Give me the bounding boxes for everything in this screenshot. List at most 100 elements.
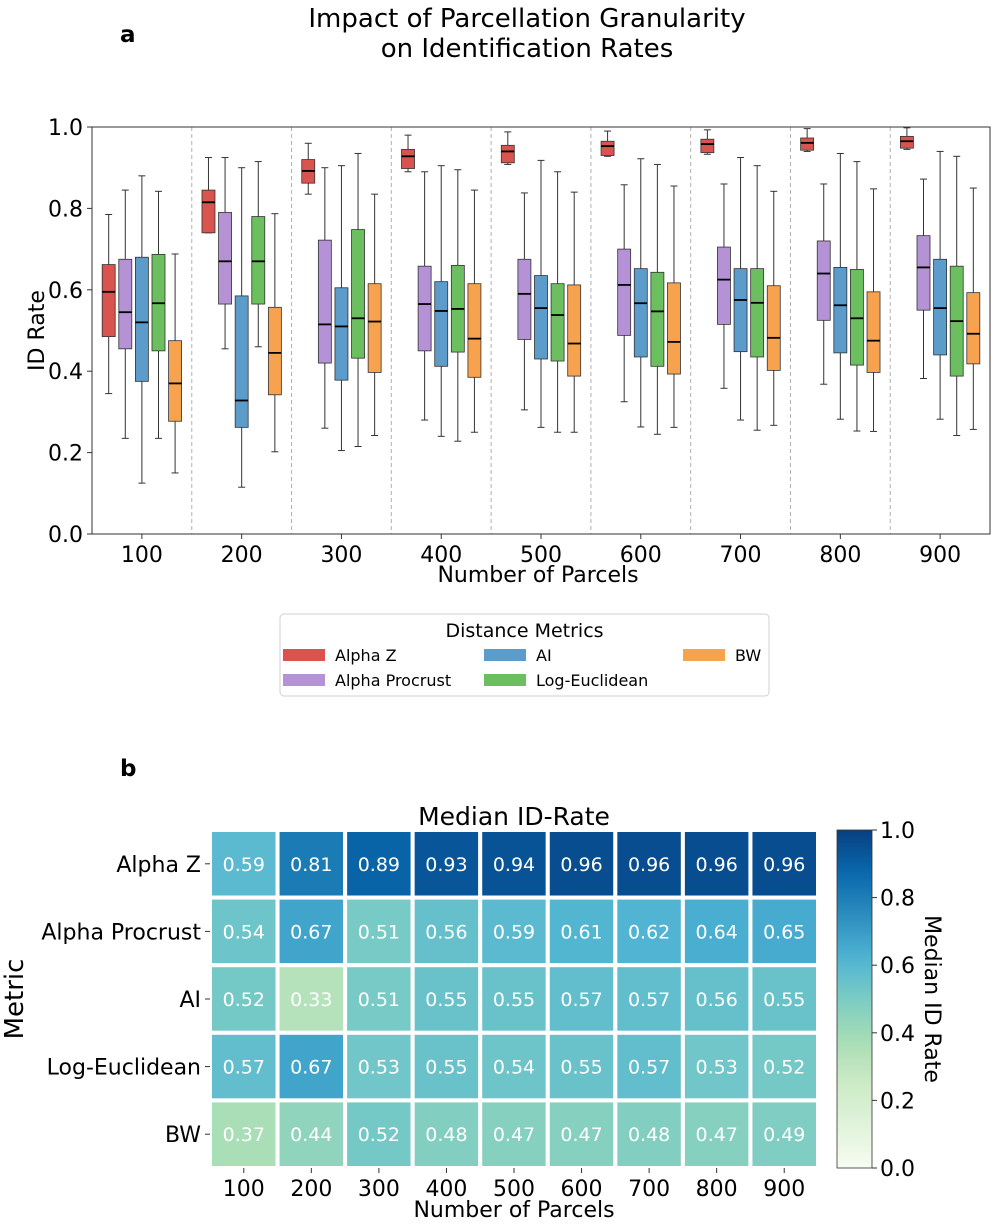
box-body: [717, 246, 731, 325]
box-body: [218, 212, 232, 305]
box-body: [517, 258, 532, 340]
box-log-euclidean-400: [450, 169, 465, 442]
cell-value-label: 0.59: [223, 854, 265, 876]
heatmap-cell: [275, 895, 348, 968]
box-body: [251, 216, 266, 305]
legend-label: AI: [536, 646, 552, 665]
box-log-euclidean-200: [251, 161, 266, 348]
box-log-euclidean-900: [949, 155, 964, 437]
y-tick-label: 0.0: [48, 523, 83, 548]
box-body: [866, 291, 881, 373]
cell-value-label: 0.52: [763, 1057, 805, 1079]
box-body: [850, 269, 864, 366]
box-body: [600, 140, 615, 156]
box-alpha-procrust-900: [916, 178, 931, 380]
colorbar-tick-label: 0.4: [880, 1022, 915, 1047]
box-ai-200: [234, 167, 249, 488]
colorbar-tick-label: 0.2: [880, 1089, 915, 1114]
heatmap-cell: [545, 828, 618, 900]
box-log-euclidean-600: [650, 163, 665, 435]
box-ai-400: [434, 165, 449, 437]
cell-value-label: 0.55: [560, 1057, 602, 1079]
x-tick-label: 600: [620, 543, 662, 568]
cell-value-label: 0.96: [560, 854, 602, 876]
box-alpha-procrust-700: [717, 183, 731, 389]
box-log-euclidean-300: [351, 152, 365, 447]
box-bw-100: [168, 253, 182, 474]
cell-value-label: 0.64: [696, 921, 738, 943]
box-body: [234, 295, 249, 428]
cell-value-label: 0.55: [493, 989, 535, 1011]
box-body: [317, 239, 332, 364]
box-alpha-z-800: [800, 128, 815, 152]
y-axis-label: ID Rate: [25, 290, 50, 371]
box-ai-100: [134, 175, 149, 484]
heatmap-x-tick-label: 100: [223, 1177, 265, 1202]
x-tick-label: 300: [320, 543, 362, 568]
box-alpha-z-500: [500, 131, 515, 165]
legend-label: Log-Euclidean: [536, 671, 648, 690]
box-body: [633, 268, 648, 358]
box-body: [467, 283, 482, 378]
x-axis-label: Number of Parcels: [437, 563, 638, 588]
box-body: [134, 256, 149, 382]
cell-value-label: 0.67: [290, 1057, 332, 1079]
cell-value-label: 0.65: [763, 921, 805, 943]
x-tick-label: 800: [819, 543, 861, 568]
box-alpha-procrust-800: [816, 183, 831, 385]
cell-value-label: 0.57: [628, 989, 670, 1011]
panel-label-b: b: [120, 756, 137, 782]
heatmap-cell: [410, 1098, 483, 1171]
box-ai-900: [933, 150, 948, 420]
cell-value-label: 0.54: [223, 921, 265, 943]
heatmap-x-tick-label: 600: [561, 1177, 603, 1202]
box-alpha-z-400: [401, 134, 415, 173]
colorbar-tick-label: 0.8: [880, 887, 915, 912]
cell-value-label: 0.49: [763, 1124, 805, 1146]
y-tick-label: 1.0: [48, 116, 83, 141]
heatmap-cell: [613, 1030, 685, 1103]
box-bw-300: [367, 193, 382, 437]
heatmap-title: Median ID-Rate: [418, 802, 610, 831]
cell-value-label: 0.53: [358, 1057, 400, 1079]
cell-value-label: 0.47: [493, 1124, 535, 1146]
box-log-euclidean-500: [550, 171, 565, 433]
box-alpha-z-700: [700, 129, 715, 155]
heatmap-cell: [680, 963, 753, 1035]
box-body: [800, 137, 815, 151]
box-alpha-procrust-600: [617, 184, 632, 403]
x-tick-label: 700: [720, 543, 762, 568]
cell-value-label: 0.52: [358, 1124, 400, 1146]
cell-value-label: 0.57: [628, 1057, 670, 1079]
cell-value-label: 0.55: [763, 989, 805, 1011]
box-bw-600: [667, 185, 681, 428]
chart-title-line: Impact of Parcellation Granularity: [308, 4, 745, 34]
box-body: [816, 240, 831, 321]
box-body: [933, 258, 948, 356]
colorbar: [836, 829, 873, 1169]
panel-label-a: a: [120, 22, 136, 48]
cell-value-label: 0.93: [425, 854, 467, 876]
legend-title: Distance Metrics: [445, 620, 603, 642]
heatmap-x-tick-label: 200: [290, 1177, 332, 1202]
cell-value-label: 0.48: [425, 1124, 467, 1146]
box-body: [534, 275, 548, 360]
box-alpha-procrust-400: [417, 171, 432, 421]
cell-value-label: 0.96: [628, 854, 670, 876]
legend-swatch: [484, 674, 526, 686]
legend-label: BW: [735, 646, 761, 665]
cell-value-label: 0.56: [696, 989, 738, 1011]
box-body: [500, 144, 515, 164]
legend-label: Alpha Z: [335, 646, 397, 665]
heatmap-cell: [748, 1098, 821, 1171]
cell-value-label: 0.52: [223, 989, 265, 1011]
box-body: [334, 287, 349, 381]
box-alpha-z-100: [101, 214, 116, 395]
heatmap-x-tick-label: 300: [358, 1177, 400, 1202]
heatmap-x-tick-label: 800: [696, 1177, 738, 1202]
box-body: [700, 138, 715, 154]
cell-value-label: 0.61: [560, 921, 602, 943]
box-body: [367, 283, 382, 373]
heatmap-y-tick-label: Alpha Procrust: [41, 920, 201, 945]
box-body: [417, 265, 432, 352]
